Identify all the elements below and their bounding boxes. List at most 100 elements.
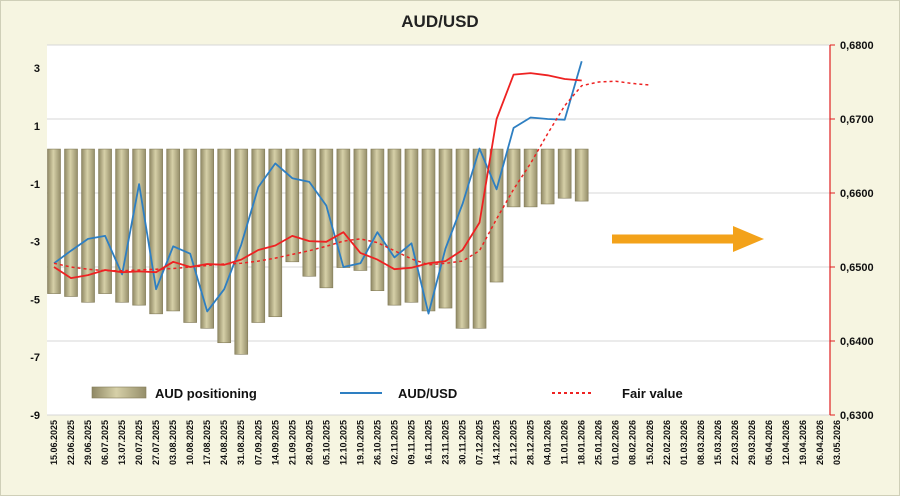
annotation (612, 226, 764, 252)
right-tick-2: 0,6500 (840, 262, 874, 274)
bar-9 (200, 148, 214, 329)
legend-label-2: Fair value (622, 386, 683, 401)
chart-title: AUD/USD (401, 12, 478, 31)
left-tick-6: 3 (34, 63, 40, 75)
x-tick-36: 22.02.2026 (662, 420, 672, 465)
x-tick-39: 15.03.2026 (713, 420, 723, 465)
left-tick-1: -7 (30, 352, 40, 364)
x-tick-7: 03.08.2025 (168, 420, 178, 465)
bar-11 (234, 148, 249, 355)
bar-16 (319, 148, 334, 289)
bar-24 (455, 148, 470, 329)
x-tick-40: 22.03.2026 (730, 420, 740, 465)
bar-20 (387, 148, 402, 306)
bar-1 (64, 148, 78, 297)
x-tick-4: 13.07.2025 (117, 420, 127, 465)
bar-21 (404, 148, 419, 303)
x-tick-46: 03.05.2026 (832, 420, 842, 465)
positioning-bars (47, 148, 589, 355)
right-tick-4: 0,6700 (840, 114, 874, 126)
x-tick-13: 14.09.2025 (270, 420, 280, 465)
x-tick-5: 20.07.2025 (134, 420, 144, 465)
bar-30 (557, 148, 572, 199)
x-tick-25: 07.12.2025 (475, 420, 485, 465)
series-line-0 (53, 61, 583, 315)
arrow-head (733, 226, 764, 252)
right-tick-5: 0,6800 (840, 40, 874, 52)
legend-label-0: AUD positioning (155, 386, 257, 401)
series-line-1 (53, 72, 582, 280)
x-tick-2: 29.06.2025 (83, 420, 93, 465)
bar-23 (438, 148, 453, 309)
x-tick-23: 23.11.2025 (441, 420, 451, 465)
bar-15 (302, 148, 317, 277)
bar-25 (472, 148, 487, 329)
bar-5 (132, 148, 146, 306)
bar-8 (183, 148, 197, 323)
bar-14 (285, 148, 300, 263)
x-tick-19: 26.10.2025 (372, 420, 382, 465)
series-lines (53, 61, 650, 315)
x-tick-32: 25.01.2026 (594, 420, 604, 465)
bar-13 (268, 148, 283, 318)
x-tick-16: 05.10.2025 (321, 420, 331, 465)
right-tick-1: 0,6400 (840, 336, 874, 348)
right-axis: 0,6300 0,6400 0,6500 0,6600 0,6700 0,6800 (829, 40, 874, 422)
x-tick-8: 10.08.2025 (185, 420, 195, 465)
bar-12 (251, 148, 266, 323)
x-tick-0: 15.06.2025 (49, 420, 59, 465)
x-tick-41: 29.03.2026 (747, 420, 757, 465)
x-tick-34: 08.02.2026 (628, 420, 638, 465)
x-tick-21: 09.11.2025 (406, 420, 416, 465)
x-tick-11: 31.08.2025 (236, 420, 246, 465)
x-tick-24: 30.11.2025 (458, 420, 468, 465)
left-tick-4: -1 (30, 179, 40, 191)
series-line-2 (53, 80, 650, 272)
bar-22 (421, 148, 436, 312)
bar-29 (540, 148, 555, 205)
right-tick-0: 0,6300 (840, 410, 874, 422)
x-tick-38: 08.03.2026 (696, 420, 706, 465)
left-tick-5: 1 (34, 121, 40, 133)
x-tick-14: 21.09.2025 (287, 420, 297, 465)
x-tick-9: 17.08.2025 (202, 420, 212, 465)
x-tick-18: 19.10.2025 (355, 420, 365, 465)
x-tick-10: 24.08.2025 (219, 420, 229, 465)
x-tick-15: 28.09.2025 (304, 420, 314, 465)
x-tick-37: 01.03.2026 (679, 420, 689, 465)
x-tick-29: 04.01.2026 (543, 420, 553, 465)
bar-28 (523, 148, 538, 208)
x-tick-28: 28.12.2025 (526, 420, 536, 465)
x-tick-43: 12.04.2026 (781, 420, 791, 465)
left-tick-2: -5 (30, 294, 40, 306)
x-tick-3: 06.07.2025 (100, 420, 110, 465)
bar-3 (98, 148, 112, 294)
x-tick-45: 26.04.2026 (815, 420, 825, 465)
x-axis: 15.06.2025 22.06.2025 29.06.2025 06.07.2025… (49, 420, 842, 465)
bar-26 (489, 148, 504, 283)
x-tick-12: 07.09.2025 (253, 420, 263, 465)
bar-31 (574, 148, 589, 202)
x-tick-35: 15.02.2026 (645, 420, 655, 465)
x-tick-6: 27.07.2025 (151, 420, 161, 465)
left-tick-0: -9 (30, 410, 40, 422)
x-tick-44: 19.04.2026 (798, 420, 808, 465)
bar-0 (47, 148, 61, 294)
bar-10 (217, 148, 232, 344)
legend-swatch-0 (91, 386, 147, 399)
x-tick-17: 12.10.2025 (338, 420, 348, 465)
left-tick-3: -3 (30, 237, 40, 249)
x-tick-22: 16.11.2025 (423, 420, 433, 465)
x-tick-30: 11.01.2026 (560, 420, 570, 465)
left-axis: -9 -7 -5 -3 -1 1 3 (30, 63, 40, 422)
x-tick-42: 05.04.2026 (764, 420, 774, 465)
bar-19 (370, 148, 385, 292)
x-tick-31: 18.01.2026 (577, 420, 587, 465)
x-tick-27: 21.12.2025 (509, 420, 519, 465)
bar-2 (81, 148, 95, 303)
x-tick-33: 01.02.2026 (611, 420, 621, 465)
bar-7 (166, 148, 180, 312)
right-tick-3: 0,6600 (840, 188, 874, 200)
plot-area (47, 45, 830, 415)
